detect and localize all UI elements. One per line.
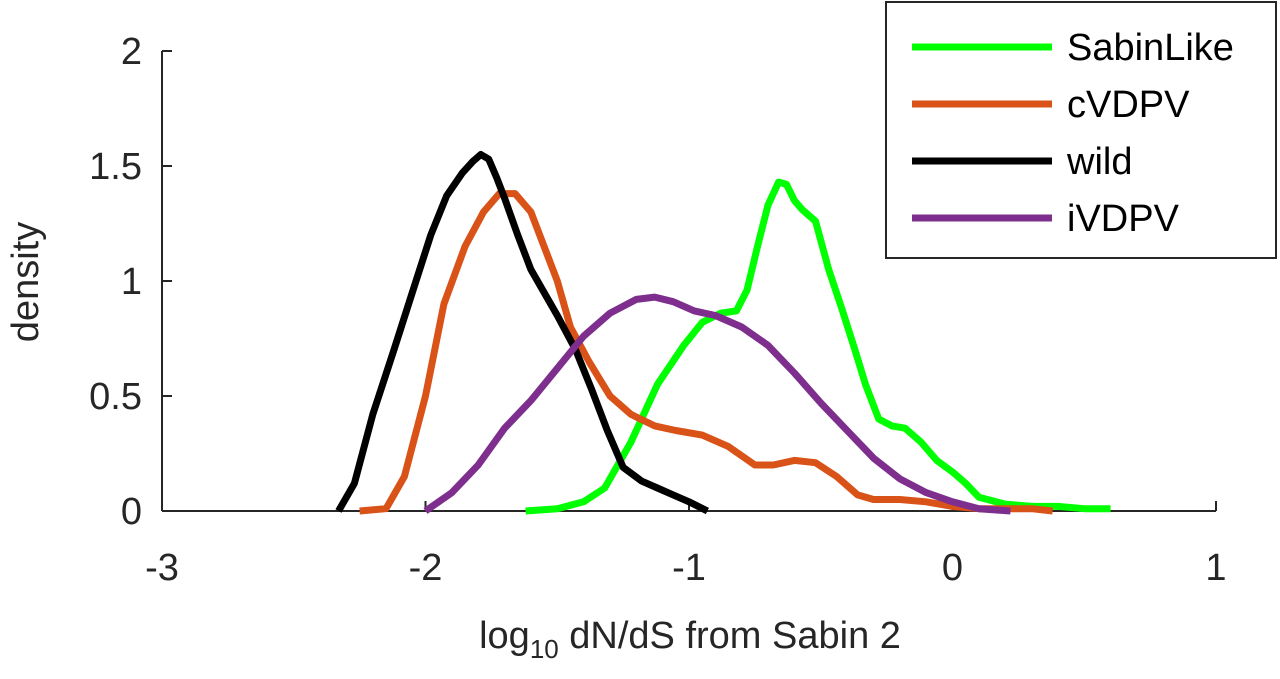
x-axis-label-main: log [479,615,530,657]
tick-labels: -3 -2 -1 0 1 0 0.5 1 1.5 2 [89,31,1226,589]
series-line-sabinlike [525,178,1111,515]
x-axis-label-rest: dN/dS from Sabin 2 [559,615,901,657]
x-tick-label: -3 [145,547,179,589]
legend-label-sabinlike: SabinLike [1067,27,1234,69]
y-tick-label: 0 [121,491,142,533]
y-tick-label: 0.5 [89,376,142,418]
series-group [335,151,1111,515]
series-line-cvdpv [359,190,1053,515]
legend: SabinLike cVDPV wild iVDPV [885,1,1277,259]
series-line-wild [335,151,709,515]
y-axis-label: density [5,222,47,342]
x-tick-label: -2 [409,547,443,589]
x-axis-label-subscript: 10 [530,634,559,664]
x-tick-label: 1 [1205,547,1226,589]
x-tick-label: -1 [672,547,706,589]
legend-label-wild: wild [1066,141,1132,183]
x-tick-label: 0 [942,547,963,589]
x-axis-label: log10 dN/dS from Sabin 2 [479,615,901,664]
legend-label-cvdpv: cVDPV [1067,84,1190,126]
y-tick-label: 1 [121,261,142,303]
y-tick-label: 2 [121,31,142,73]
legend-label-ivdpv: iVDPV [1067,198,1180,240]
y-tick-label: 1.5 [89,146,142,188]
series-line-ivdpv [423,293,1011,515]
